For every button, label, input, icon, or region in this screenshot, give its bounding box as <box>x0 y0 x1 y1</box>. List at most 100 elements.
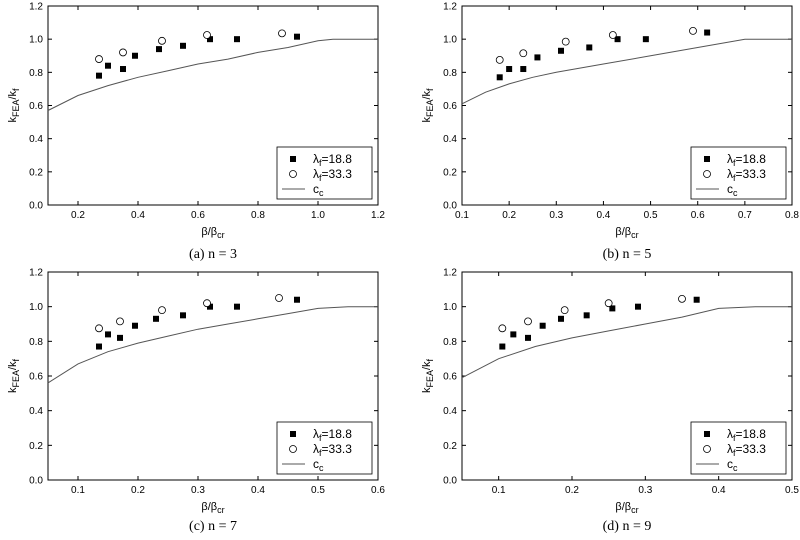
y-tick-label: 0.0 <box>443 201 457 212</box>
x-tick-label: 0.1 <box>455 210 469 221</box>
data-point-lambda-18-8 <box>105 62 111 69</box>
y-tick-label: 0.6 <box>29 101 43 112</box>
x-axis-label: β/βcr <box>201 501 224 515</box>
data-point-lambda-18-8 <box>586 44 593 51</box>
legend-marker-square <box>290 156 296 162</box>
y-tick-label: 1.2 <box>29 2 43 13</box>
y-axis-label: kFEA/kf <box>421 358 435 393</box>
data-point-lambda-33-3 <box>498 324 507 333</box>
panel-caption: (a) n = 3 <box>189 247 237 262</box>
data-point-lambda-18-8 <box>520 66 527 73</box>
y-tick-label: 1.0 <box>29 302 43 313</box>
x-tick-label: 0.4 <box>251 485 265 496</box>
data-point-lambda-18-8 <box>635 303 641 310</box>
legend-label: λf=33.3 <box>727 442 766 458</box>
data-point-lambda-33-3 <box>561 37 570 46</box>
data-point-lambda-33-3 <box>495 55 504 64</box>
y-tick-label: 1.0 <box>443 302 457 313</box>
y-tick-label: 0.8 <box>443 337 457 348</box>
x-tick-label: 0.8 <box>785 210 799 221</box>
data-point-lambda-18-8 <box>506 66 513 73</box>
y-axis-label: kFEA/kf <box>7 358 21 393</box>
legend-label: cc <box>727 182 738 198</box>
legend-marker-circle <box>703 170 711 178</box>
y-tick-label: 0.6 <box>443 101 457 112</box>
data-point-lambda-18-8 <box>153 315 159 322</box>
x-tick-label: 0.3 <box>191 485 205 496</box>
legend-label: λf=18.8 <box>313 152 352 168</box>
y-tick-label: 0.4 <box>29 406 43 417</box>
series-line-cc <box>47 306 378 384</box>
legend-label: cc <box>313 457 324 473</box>
y-tick-label: 0.2 <box>29 441 43 452</box>
legend-label: λf=33.3 <box>313 442 352 458</box>
x-tick-label: 0.6 <box>691 210 705 221</box>
y-tick-label: 1.2 <box>29 268 43 279</box>
y-tick-label: 0.6 <box>443 372 457 383</box>
legend-marker-square <box>704 156 710 162</box>
data-point-lambda-33-3 <box>524 317 532 326</box>
data-point-lambda-18-8 <box>132 52 138 59</box>
data-point-lambda-33-3 <box>95 55 103 63</box>
chart-panel-2: 0.0 0.2 0.4 0.6 0.8 1.0 1.2 0.1 0.2 0.3 0.4 0.5 0.6 0… <box>421 2 799 263</box>
data-point-lambda-18-8 <box>234 36 240 43</box>
x-tick-label: 0.2 <box>565 485 579 496</box>
y-tick-label: 1.2 <box>443 268 457 279</box>
y-tick-label: 0.4 <box>443 406 457 417</box>
data-point-lambda-33-3 <box>519 49 528 58</box>
x-tick-label: 0.1 <box>71 485 85 496</box>
data-point-lambda-33-3 <box>560 306 569 315</box>
panel-caption: (c) n = 7 <box>189 519 237 534</box>
legend-label: λf=18.8 <box>313 427 352 443</box>
x-tick-label: 0.2 <box>71 210 85 221</box>
legend-label: λf=18.8 <box>727 427 766 443</box>
y-tick-label: 0.2 <box>443 167 457 178</box>
y-tick-label: 1.0 <box>29 35 43 46</box>
data-point-lambda-33-3 <box>278 29 286 38</box>
data-point-lambda-33-3 <box>203 31 211 39</box>
data-point-lambda-33-3 <box>275 294 283 302</box>
data-point-lambda-33-3 <box>689 26 697 35</box>
y-tick-label: 0.2 <box>443 441 457 452</box>
data-point-lambda-18-8 <box>120 66 126 73</box>
legend-label: cc <box>727 457 738 473</box>
data-point-lambda-18-8 <box>207 303 213 310</box>
data-point-lambda-18-8 <box>96 72 102 79</box>
data-point-lambda-33-3 <box>158 36 166 45</box>
x-tick-label: 0.2 <box>131 485 145 496</box>
x-axis-label: β/βcr <box>201 226 224 240</box>
x-tick-label: 0.8 <box>251 210 265 221</box>
y-tick-label: 1.0 <box>443 35 457 46</box>
data-point-lambda-18-8 <box>510 331 517 338</box>
data-point-lambda-33-3 <box>119 48 127 57</box>
data-point-lambda-18-8 <box>180 42 186 49</box>
data-point-lambda-18-8 <box>294 33 300 40</box>
legend-marker-circle <box>289 445 297 453</box>
series-line-cc <box>47 38 378 111</box>
legend-label: λf=33.3 <box>727 167 766 183</box>
data-point-lambda-33-3 <box>608 31 617 39</box>
x-tick-label: 1.2 <box>371 210 385 221</box>
data-point-lambda-18-8 <box>117 334 123 341</box>
data-point-lambda-18-8 <box>693 296 700 303</box>
data-point-lambda-18-8 <box>642 36 649 43</box>
data-point-lambda-18-8 <box>156 46 162 53</box>
legend-label: λf=18.8 <box>727 152 766 168</box>
data-point-lambda-18-8 <box>534 54 541 61</box>
x-tick-label: 0.4 <box>712 485 726 496</box>
legend-marker-circle <box>289 170 297 178</box>
legend-label: cc <box>313 182 324 198</box>
chart-panel-4: 0.0 0.2 0.4 0.6 0.8 1.0 1.2 0.1 0.2 0.3 0.4 0.5 β/βc… <box>421 268 799 535</box>
data-point-lambda-18-8 <box>105 331 111 338</box>
x-tick-label: 0.6 <box>371 485 385 496</box>
data-point-lambda-18-8 <box>496 74 503 81</box>
data-point-lambda-33-3 <box>116 317 124 326</box>
legend-marker-square <box>704 431 710 437</box>
y-tick-label: 0.4 <box>443 134 457 145</box>
y-tick-label: 0.0 <box>29 476 43 487</box>
x-tick-label: 0.6 <box>191 210 205 221</box>
data-point-lambda-18-8 <box>132 322 138 329</box>
data-point-lambda-18-8 <box>499 343 506 350</box>
x-tick-label: 0.7 <box>738 210 752 221</box>
data-point-lambda-18-8 <box>294 296 300 303</box>
